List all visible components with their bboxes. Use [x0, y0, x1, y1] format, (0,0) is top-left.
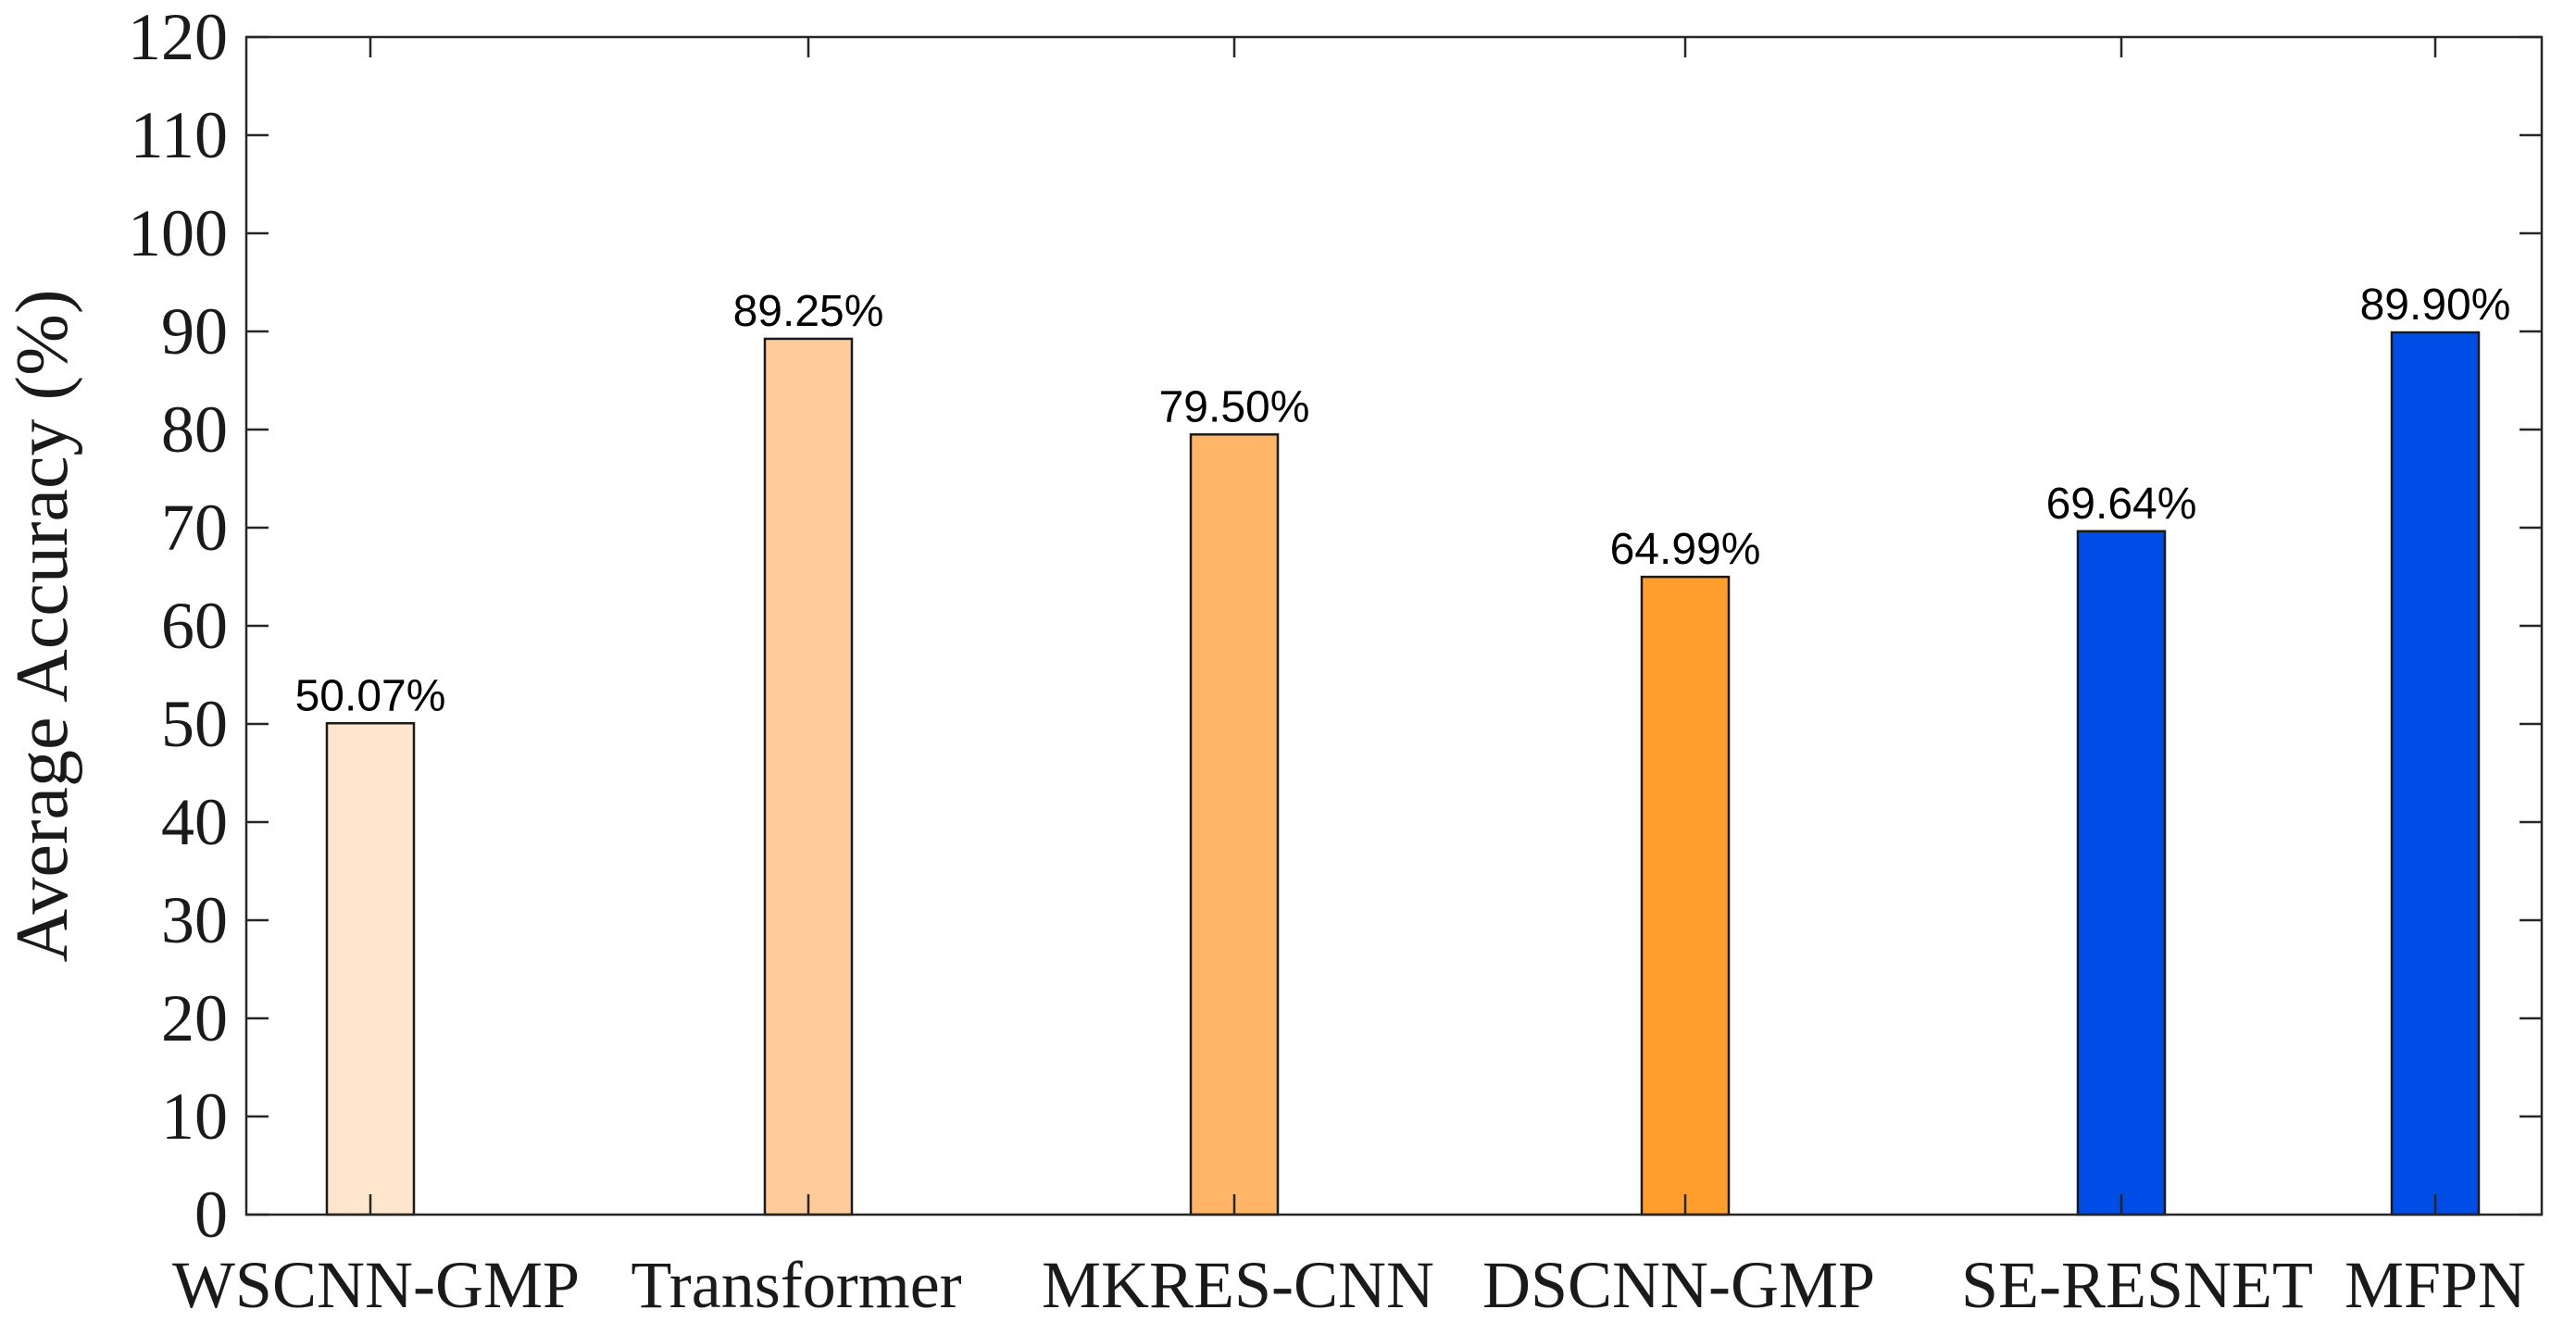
- x-tick-label: Transformer: [631, 1248, 961, 1322]
- y-tick-label: 20: [161, 981, 228, 1055]
- y-tick-label: 100: [128, 196, 228, 270]
- bar: [763, 337, 854, 1216]
- plot-area-frame: [244, 35, 2544, 1216]
- data-label: 89.25%: [733, 287, 884, 336]
- y-tick-label: 50: [161, 687, 228, 761]
- x-tick-label: SE-RESNET: [1961, 1248, 2313, 1322]
- bar: [1189, 433, 1280, 1216]
- y-tick-label: 110: [131, 98, 228, 172]
- data-label: 69.64%: [2046, 480, 2197, 529]
- data-labels: 50.07% 89.25% 79.50% 64.99% 69.64% 89.90%: [295, 281, 2511, 720]
- y-tick-label: 60: [161, 589, 228, 663]
- bar: [2076, 530, 2167, 1216]
- data-label: 79.50%: [1159, 382, 1310, 431]
- x-tick-label: MKRES-CNN: [1042, 1248, 1434, 1322]
- y-axis-label-group: Average Accuracy (%): [2, 290, 83, 963]
- y-axis-ticks: 0 10 20 30 40 50 60 70 80 90 100 110 120: [128, 0, 2542, 1252]
- x-tick-label: MFPN: [2345, 1248, 2526, 1322]
- y-tick-label: 70: [161, 491, 228, 565]
- y-tick-label: 10: [161, 1079, 228, 1154]
- y-tick-label: 120: [128, 0, 228, 74]
- y-tick-label: 0: [194, 1178, 228, 1252]
- y-tick-label: 80: [161, 393, 228, 467]
- x-tick-label: DSCNN-GMP: [1482, 1248, 1875, 1322]
- x-axis-tick-labels: WSCNN-GMP Transformer MKRES-CNN DSCNN-GMP SE…: [172, 37, 2526, 1322]
- y-tick-label: 30: [161, 883, 228, 957]
- bars: [325, 330, 2481, 1216]
- bar: [325, 722, 416, 1216]
- data-label: 64.99%: [1610, 525, 1761, 574]
- bar: [2390, 330, 2481, 1216]
- y-tick-label: 90: [161, 294, 228, 368]
- data-label: 50.07%: [295, 671, 446, 720]
- data-label: 89.90%: [2360, 281, 2511, 330]
- y-axis-label: Average Accuracy (%): [2, 290, 83, 963]
- y-tick-label: 40: [161, 785, 228, 859]
- bar: [1640, 575, 1731, 1216]
- x-tick-label: WSCNN-GMP: [172, 1248, 580, 1322]
